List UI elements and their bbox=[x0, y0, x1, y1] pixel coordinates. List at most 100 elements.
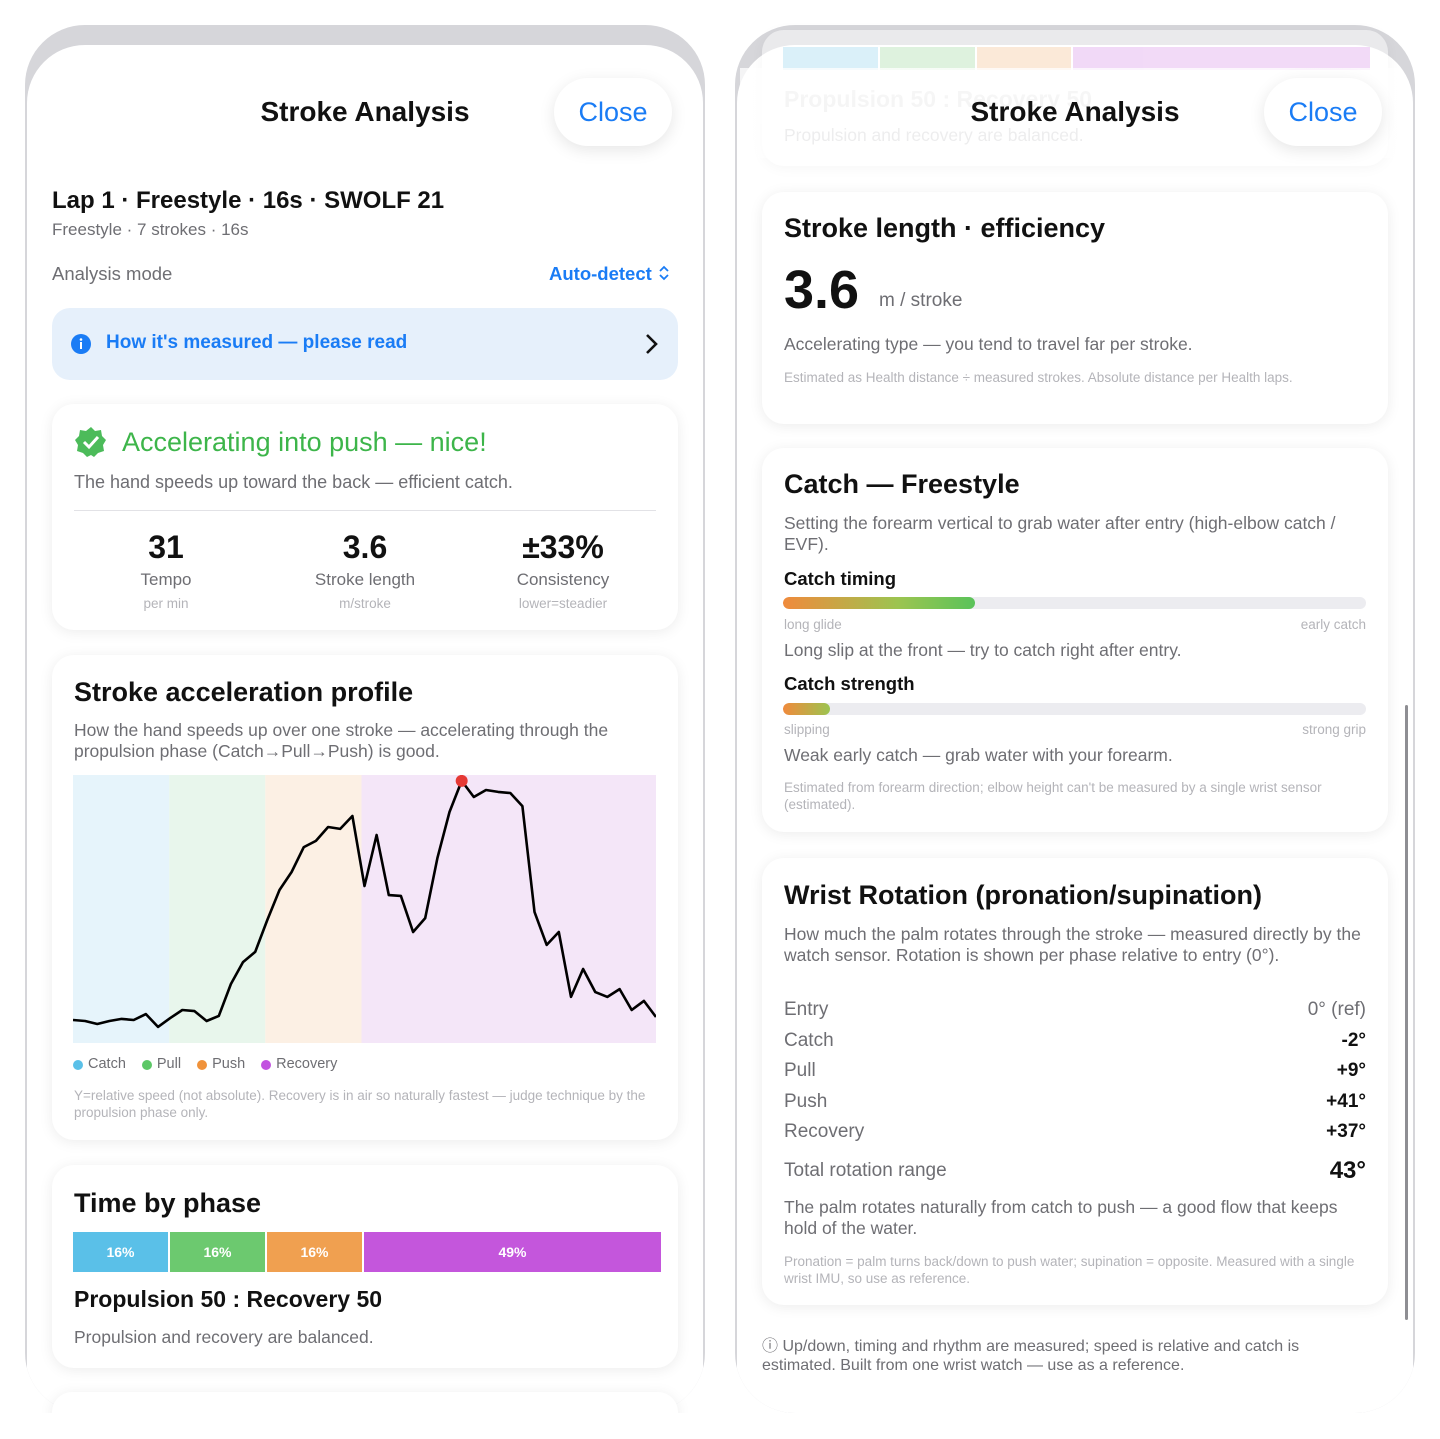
wrist-title: Wrist Rotation (pronation/supination) bbox=[784, 880, 1262, 910]
profile-title: Stroke acceleration profile bbox=[74, 677, 414, 707]
legend: Catch Pull Push Recovery bbox=[73, 1056, 337, 1073]
summary-headline: Accelerating into push — nice! bbox=[122, 427, 487, 457]
wrist-text: The palm rotates naturally from catch to… bbox=[784, 1197, 1338, 1238]
row-value: +41° bbox=[1326, 1090, 1366, 1112]
chevron bbox=[646, 334, 658, 354]
wrist-card bbox=[762, 858, 1388, 1305]
phase-band bbox=[361, 775, 656, 1043]
stat: ±33% Consistency lower=steadier bbox=[473, 528, 653, 612]
footer-note: ⓘ Up/down, timing and rhythm are measure… bbox=[762, 1338, 1300, 1374]
info-banner-text: How it's measured — please read bbox=[106, 332, 408, 353]
analysis-mode-label: Analysis mode bbox=[52, 263, 173, 284]
gauge-fill bbox=[783, 597, 976, 609]
bottom-margin bbox=[0, 1413, 720, 1439]
stat: 31 Tempo per min bbox=[76, 528, 256, 612]
catch-card bbox=[762, 448, 1388, 832]
stat-sub: m/stroke bbox=[339, 595, 391, 611]
phase-segment: 49% bbox=[363, 1232, 661, 1272]
segment-label: 16% bbox=[106, 1243, 135, 1260]
segment-label: 16% bbox=[203, 1243, 232, 1260]
stroke-length-value: 3.6 bbox=[784, 260, 860, 320]
legend-dot bbox=[141, 1059, 152, 1070]
legend-label: Pull bbox=[156, 1056, 182, 1072]
catch-title: Catch — Freestyle bbox=[784, 469, 1020, 499]
speed-line bbox=[73, 779, 656, 1029]
analysis-mode-picker[interactable]: Auto-detect bbox=[549, 263, 671, 285]
phase-segment: 16% bbox=[266, 1232, 364, 1272]
stat-label: Consistency bbox=[516, 570, 610, 590]
phase-title: Time by phase bbox=[74, 1188, 262, 1218]
stroke-length-footnote: Estimated as Health distance ÷ measured … bbox=[784, 370, 1293, 385]
stat-value: ±33% bbox=[522, 529, 604, 565]
lap-subtitle: Freestyle · 7 strokes · 16s bbox=[52, 220, 249, 239]
row-value: +37° bbox=[1326, 1121, 1366, 1142]
stroke-length-title: Stroke length · efficiency bbox=[784, 213, 1106, 243]
segment-label: 16% bbox=[300, 1243, 329, 1260]
gauge-label: Catch timing bbox=[784, 568, 897, 589]
row-value: +9° bbox=[1336, 1060, 1366, 1081]
stroke-length-text: Accelerating type — you tend to travel f… bbox=[784, 334, 1193, 354]
sheet-title: Stroke Analysis bbox=[260, 96, 470, 127]
catch-footnote: Estimated from forearm direction; elbow … bbox=[784, 780, 1322, 812]
legend-label: Push bbox=[212, 1056, 246, 1072]
profile-description: How the hand speeds up over one stroke —… bbox=[74, 720, 609, 761]
stat-label: Tempo bbox=[140, 570, 192, 590]
stat-value: 3.6 bbox=[342, 529, 388, 565]
legend-dot bbox=[73, 1059, 83, 1070]
phase-ratio: Propulsion 50 : Recovery 50 bbox=[74, 1286, 383, 1312]
peak-marker bbox=[455, 775, 468, 787]
phase-segment: 16% bbox=[169, 1232, 267, 1272]
sheet-title: Stroke Analysis bbox=[970, 96, 1180, 127]
info-banner[interactable]: How it's measured — please read bbox=[52, 308, 678, 380]
gauge-min-label: long glide bbox=[784, 617, 842, 632]
row-value: 0° (ref) bbox=[1307, 999, 1366, 1020]
row-label: Recovery bbox=[784, 1121, 865, 1142]
legend-dot bbox=[261, 1059, 272, 1070]
stat-value: 31 bbox=[148, 529, 184, 565]
gauge-text: Weak early catch — grab water with your … bbox=[784, 745, 1173, 765]
summary-text: The hand speeds up toward the back — eff… bbox=[74, 472, 513, 492]
row-label: Catch bbox=[784, 1029, 834, 1051]
stroke-length-card bbox=[762, 192, 1388, 424]
summary-card bbox=[52, 404, 678, 630]
divider bbox=[74, 510, 656, 511]
phase-segment bbox=[783, 47, 880, 70]
stat-sub: lower=steadier bbox=[518, 595, 608, 611]
legend-dot bbox=[197, 1059, 208, 1070]
gauge-text: Long slip at the front — try to catch ri… bbox=[784, 640, 1182, 660]
legend-item: Recovery bbox=[261, 1056, 337, 1073]
info-icon bbox=[71, 334, 91, 354]
segment-label: 49% bbox=[498, 1243, 527, 1260]
wrist-description: How much the palm rotates through the st… bbox=[784, 924, 1361, 965]
profile-footnote: Y=relative speed (not absolute). Recover… bbox=[74, 1088, 646, 1120]
close-button[interactable]: Close bbox=[554, 78, 672, 146]
phase-segment: 16% bbox=[73, 1232, 170, 1272]
faded-phase-bar bbox=[783, 47, 1370, 70]
stroke-length-unit: m / stroke bbox=[879, 290, 963, 311]
legend-label: Catch bbox=[88, 1056, 126, 1072]
stat-sub: per min bbox=[143, 595, 189, 611]
gauge-track bbox=[783, 703, 1366, 715]
phase-band bbox=[265, 775, 362, 1043]
verified-badge bbox=[75, 427, 106, 457]
close-button[interactable]: Close bbox=[1264, 78, 1382, 146]
gauge-label: Catch strength bbox=[784, 673, 915, 694]
catch-description: Setting the forearm vertical to grab wat… bbox=[784, 513, 1336, 554]
acceleration-chart bbox=[73, 775, 656, 1043]
phase-segment bbox=[976, 47, 1074, 70]
phase-segment bbox=[1073, 47, 1370, 70]
gauge-max-label: early catch bbox=[1300, 617, 1366, 632]
row-label: Pull bbox=[784, 1060, 816, 1081]
phase-band bbox=[73, 775, 170, 1043]
phase-band bbox=[169, 775, 266, 1043]
stat-label: Stroke length bbox=[314, 570, 416, 590]
row-label: Entry bbox=[784, 999, 829, 1020]
row-label: Push bbox=[784, 1090, 828, 1112]
total-label: Total rotation range bbox=[784, 1160, 947, 1181]
row-value: -2° bbox=[1341, 1029, 1367, 1051]
legend-item: Push bbox=[197, 1056, 245, 1073]
wrist-footnote: Pronation = palm turns back/down to push… bbox=[784, 1254, 1355, 1286]
phase-note: Propulsion and recovery are balanced. bbox=[74, 1327, 374, 1347]
gauge-fill bbox=[783, 703, 830, 715]
